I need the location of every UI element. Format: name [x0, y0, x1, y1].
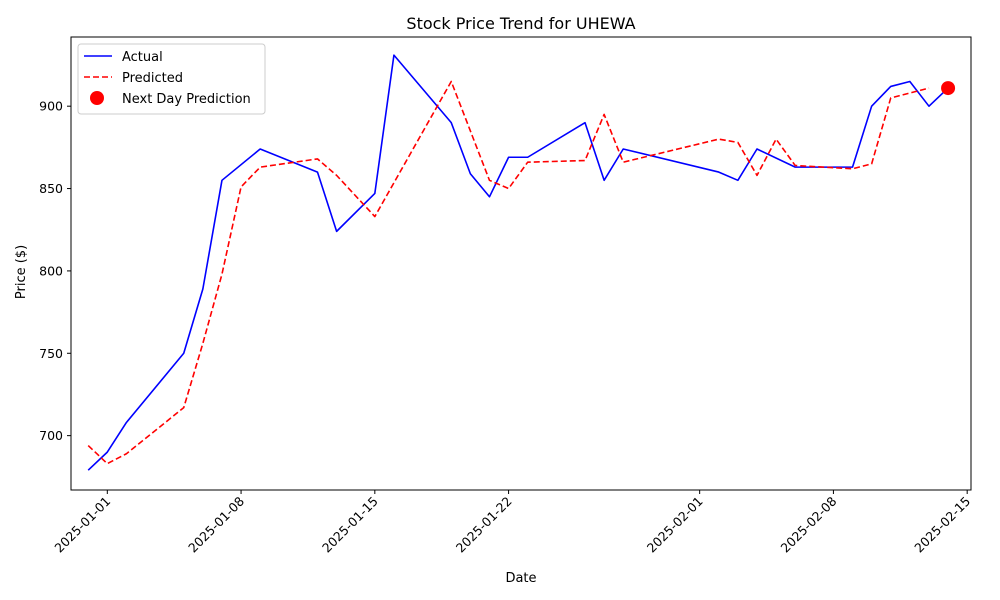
y-axis-title: Price ($): [14, 245, 29, 299]
y-tick-label: 700: [39, 428, 63, 443]
legend-next-day-swatch: [90, 91, 104, 105]
plot-frame: [70, 36, 972, 491]
legend-next-day-label: Next Day Prediction: [122, 92, 251, 107]
x-axis-title: Date: [505, 571, 536, 586]
series-layer: [87, 54, 956, 471]
series-line-predicted: [87, 80, 930, 465]
legend-predicted-label: Predicted: [122, 71, 183, 86]
chart-title: Stock Price Trend for UHEWA: [406, 14, 635, 33]
series-line-actual: [87, 54, 949, 471]
y-tick-label: 900: [39, 99, 63, 114]
y-tick-label: 850: [39, 181, 63, 196]
y-tick-label: 800: [39, 263, 63, 278]
y-tick-label: 750: [39, 346, 63, 361]
plot-area: [70, 36, 972, 491]
legend: Actual Predicted Next Day Prediction: [77, 43, 266, 115]
legend-actual-label: Actual: [122, 50, 163, 65]
next-day-prediction-point: [941, 81, 956, 96]
legend-frame: [77, 43, 266, 115]
y-axis: 700 750 800 850 900: [39, 99, 71, 443]
